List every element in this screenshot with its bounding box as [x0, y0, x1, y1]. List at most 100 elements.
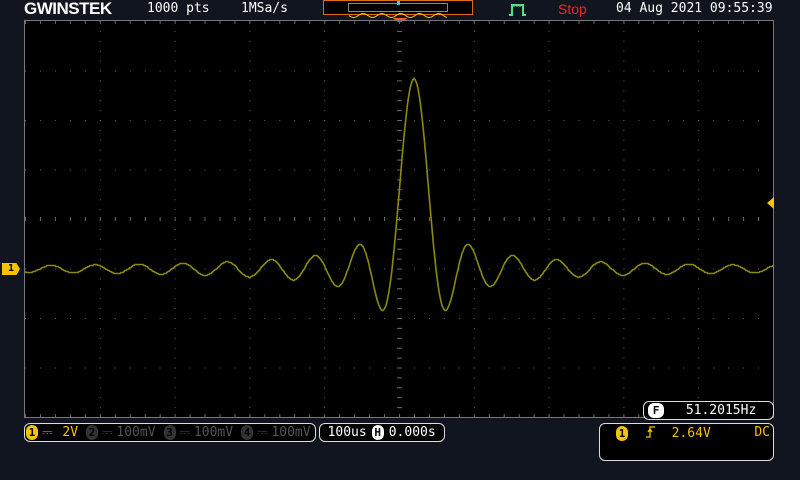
grid-dot — [668, 367, 670, 369]
bottom-status-row: 1 ⎓ 2V 2 ⎓ 100mV 3 ⎓ 100mV 4 ⎓ 100mV 100us H 0.0… — [24, 423, 445, 442]
rising-edge-icon — [645, 426, 655, 438]
edge-tick — [174, 414, 176, 417]
ch3-scale: 100mV — [193, 425, 234, 440]
grid-dot — [473, 298, 475, 300]
grid-dot — [443, 318, 445, 319]
grid-dot — [99, 337, 101, 339]
grid-dot — [84, 367, 86, 369]
grid-dot — [623, 60, 625, 62]
grid-dot — [653, 70, 655, 72]
edge-tick — [518, 21, 520, 24]
grid-dot — [473, 120, 475, 121]
run-state[interactable]: Stop — [558, 1, 587, 17]
grid-dot — [324, 60, 326, 62]
edge-tick — [309, 21, 311, 24]
grid-dot — [653, 268, 655, 270]
grid-dot — [279, 318, 281, 319]
grid-dot — [99, 357, 101, 359]
channel-4-status[interactable]: 4 ⎓ 100mV — [241, 425, 311, 440]
grid-dot — [234, 367, 236, 369]
grid-dot — [593, 169, 595, 171]
grid-dot — [264, 120, 266, 121]
grid-dot — [473, 129, 475, 131]
grid-dot — [25, 169, 26, 171]
grid-dot — [653, 169, 655, 171]
grid-dot — [683, 268, 685, 270]
grid-dot — [174, 298, 176, 300]
overview-position-marker — [397, 1, 400, 5]
center-tick — [397, 209, 402, 211]
grid-dot — [638, 70, 640, 72]
timebase-readout[interactable]: 100us H 0.000s — [318, 423, 445, 442]
grid-dot — [324, 367, 326, 369]
edge-tick — [473, 21, 475, 24]
center-tick — [397, 159, 402, 161]
grid-dot — [548, 110, 550, 112]
grid-dot — [623, 209, 625, 211]
grid-dot — [638, 367, 640, 369]
grid-dot — [623, 179, 625, 181]
grid-dot — [518, 169, 520, 171]
grid-dot — [189, 268, 191, 270]
center-tick — [397, 139, 402, 141]
grid-dot — [99, 288, 101, 290]
grid-dot — [249, 100, 251, 102]
edge-tick — [728, 21, 730, 24]
ch1-waveform — [24, 77, 774, 312]
grid-dot — [578, 120, 580, 121]
center-tick — [397, 129, 402, 131]
grid-dot — [473, 110, 475, 112]
grid-dot — [518, 70, 520, 72]
center-tick — [578, 217, 580, 221]
channel-3-status[interactable]: 3 ⎓ 100mV — [163, 425, 234, 440]
trigger-level-marker[interactable] — [767, 197, 774, 209]
grid-dot — [129, 268, 131, 270]
channel-1-status[interactable]: 1 ⎓ 2V — [26, 425, 78, 440]
edge-tick — [114, 21, 116, 24]
grid-dot — [473, 228, 475, 230]
ch4-badge: 4 — [241, 425, 254, 440]
grid-dot — [189, 120, 191, 121]
edge-tick — [114, 414, 116, 417]
grid-dot — [458, 318, 460, 319]
edge-tick — [264, 414, 266, 417]
grid-dot — [129, 367, 131, 369]
center-tick — [397, 100, 402, 102]
grid-dot — [548, 248, 550, 250]
edge-tick — [99, 414, 101, 417]
edge-tick — [533, 21, 535, 24]
grid-dot — [114, 318, 116, 319]
grid-dot — [324, 80, 326, 82]
grid-dot — [548, 377, 550, 379]
grid-dot — [473, 288, 475, 290]
grid-dot — [623, 159, 625, 161]
grid-dot — [698, 377, 700, 379]
grid-dot — [99, 110, 101, 112]
center-tick — [397, 367, 402, 369]
grid-dot — [623, 298, 625, 300]
edge-tick — [204, 21, 206, 24]
grid-dot — [174, 327, 176, 329]
grid-dot — [99, 209, 101, 211]
channel-2-status[interactable]: 2 ⎓ 100mV — [86, 425, 156, 440]
grid-dot — [728, 318, 730, 319]
grid-dot — [309, 318, 311, 319]
center-tick — [397, 337, 402, 339]
grid-dot — [249, 80, 251, 82]
grid-dot — [473, 367, 475, 369]
edge-tick — [54, 21, 56, 24]
grid-dot — [174, 100, 176, 102]
grid-dot — [249, 377, 251, 379]
edge-tick — [653, 21, 655, 24]
trigger-readout[interactable]: 1 2.64V DC — [599, 423, 774, 461]
grid-dot — [623, 377, 625, 379]
grid-dot — [548, 357, 550, 359]
waveform-display[interactable] — [24, 20, 774, 418]
grid-dot — [249, 169, 251, 171]
ch1-ground-marker[interactable]: 1 — [2, 263, 20, 275]
grid-dot — [324, 278, 326, 280]
grid-dot — [623, 228, 625, 230]
grid-dot — [488, 70, 490, 72]
grid-dot — [623, 397, 625, 399]
grid-dot — [683, 169, 685, 171]
